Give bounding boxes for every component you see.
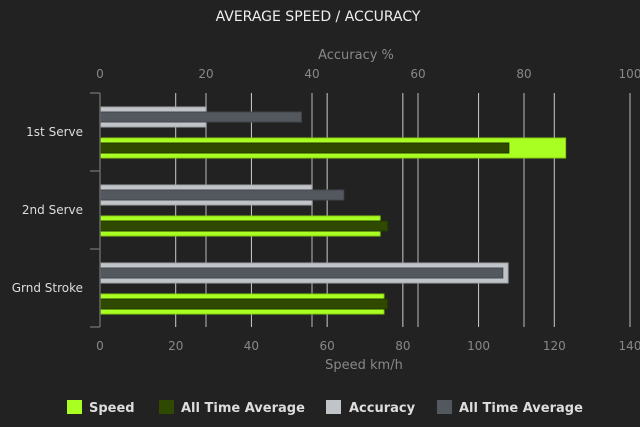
speed-tick-label: 120	[543, 339, 566, 353]
accuracy-tick-label: 60	[410, 67, 425, 81]
category-label: Grnd Stroke	[12, 281, 83, 295]
category-label: 2nd Serve	[22, 203, 83, 217]
accuracy-average-bar	[99, 267, 504, 279]
legend-label: All Time Average	[181, 401, 305, 416]
legend-label: Speed	[89, 401, 135, 416]
accuracy-average-bar	[99, 189, 345, 201]
top-axis-label: Accuracy %	[318, 48, 394, 63]
speed-tick-label: 60	[320, 339, 335, 353]
legend-swatch	[326, 400, 341, 414]
speed-tick-label: 0	[96, 339, 104, 353]
legend-item[interactable]: Speed	[67, 400, 135, 416]
speed-tick-label: 80	[395, 339, 410, 353]
accuracy-tick-label: 0	[96, 67, 104, 81]
speed-tick-label: 100	[467, 339, 490, 353]
speed-tick-label: 20	[168, 339, 183, 353]
bottom-axis-label: Speed km/h	[325, 358, 403, 373]
speed-tick-label: 40	[244, 339, 259, 353]
legend-swatch	[67, 400, 82, 414]
legend-label: All Time Average	[459, 401, 583, 416]
speed-average-bar	[99, 220, 389, 232]
speed-tick-label: 140	[619, 339, 640, 353]
accuracy-tick-label: 80	[516, 67, 531, 81]
legend-label: Accuracy	[349, 401, 416, 416]
accuracy-average-bar	[99, 111, 302, 123]
accuracy-tick-label: 20	[198, 67, 213, 81]
legend-swatch	[437, 400, 452, 414]
accuracy-tick-label: 100	[619, 67, 640, 81]
legend-item[interactable]: All Time Average	[159, 400, 305, 416]
legend-item[interactable]: All Time Average	[437, 400, 583, 416]
category-label: 1st Serve	[26, 125, 83, 139]
legend-swatch	[159, 400, 174, 414]
chart-title: AVERAGE SPEED / ACCURACY	[216, 9, 421, 25]
legend-item[interactable]: Accuracy	[326, 400, 416, 416]
speed-average-bar	[99, 142, 510, 154]
accuracy-tick-label: 40	[304, 67, 319, 81]
speed-average-bar	[99, 298, 389, 310]
